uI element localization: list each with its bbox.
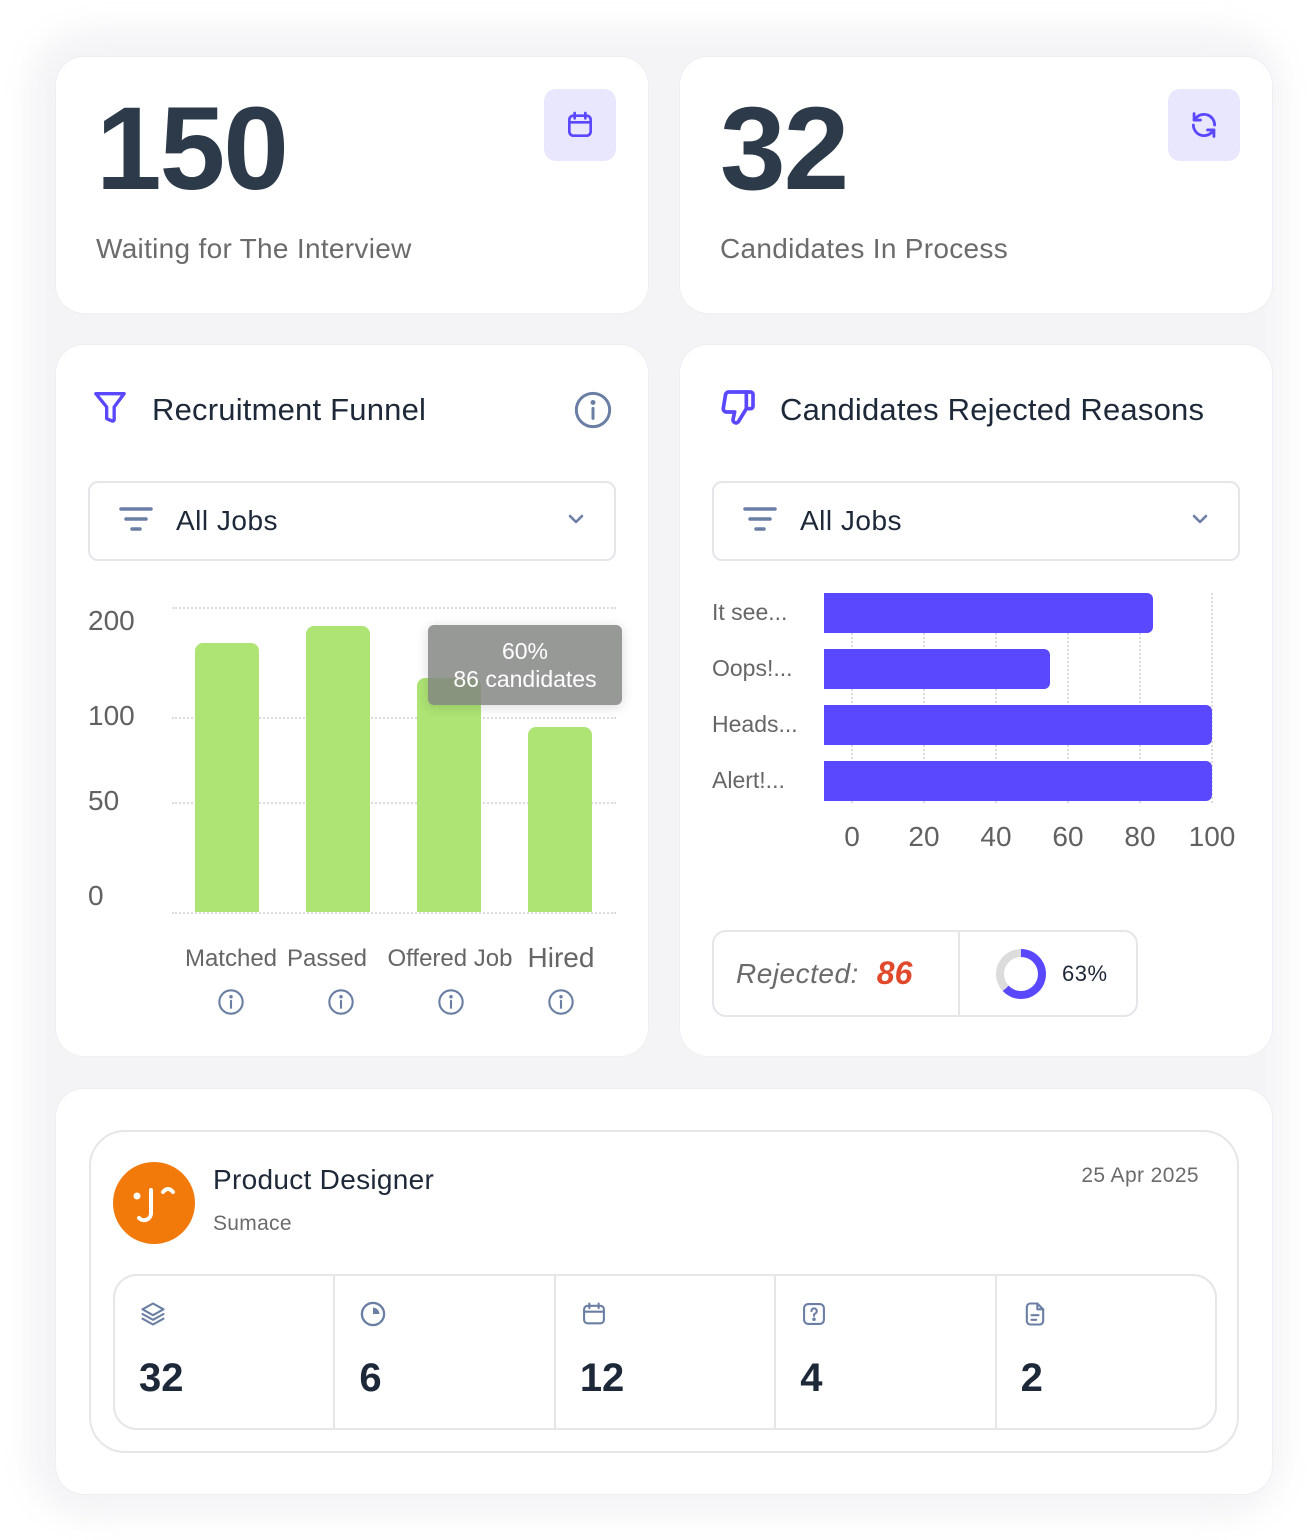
gridline (1139, 593, 1141, 803)
metric-questions[interactable]: 4 (776, 1276, 997, 1428)
x-tick: 100 (1188, 821, 1236, 852)
gridline (851, 593, 853, 803)
card-header: Candidates Rejected Reasons (718, 387, 1204, 432)
x-label: Offered Job (387, 945, 513, 972)
rejected-value: 86 (876, 955, 913, 991)
info-icon[interactable] (327, 988, 355, 1016)
card-title: Candidates Rejected Reasons (780, 391, 1205, 427)
filter-lines-icon (742, 505, 778, 538)
stat-label: Candidates In Process (720, 233, 1009, 264)
stat-card-in-process: 32 Candidates In Process (680, 57, 1272, 313)
info-icon[interactable] (547, 988, 575, 1016)
calendar-icon (580, 1300, 608, 1328)
rejected-bar[interactable] (824, 593, 1153, 633)
metric-value: 32 (139, 1356, 184, 1400)
stat-value: 32 (720, 83, 849, 215)
y-tick: 0 (88, 880, 104, 911)
jobs-filter-select[interactable]: All Jobs (88, 481, 616, 561)
jobs-filter-select[interactable]: All Jobs (712, 481, 1240, 561)
gridline (172, 912, 616, 914)
metric-value: 2 (1020, 1356, 1043, 1400)
x-tick: 60 (1052, 821, 1084, 852)
x-label: Matched (184, 945, 278, 972)
rejected-bar[interactable] (824, 705, 1212, 745)
company-logo (113, 1162, 195, 1244)
chevron-down-icon (566, 512, 586, 531)
percent-value: 63% (1062, 960, 1108, 986)
funnel-bar-matched[interactable] (195, 643, 259, 912)
gridline (172, 802, 616, 804)
rejected-bar[interactable] (824, 761, 1212, 801)
info-icon[interactable] (572, 389, 614, 431)
select-value: All Jobs (800, 505, 903, 536)
stat-value: 150 (96, 83, 289, 215)
stat-card-waiting-interview: 150 Waiting for The Interview (56, 57, 648, 313)
gridline (172, 717, 616, 719)
y-label: It see... (712, 599, 788, 625)
document-icon (1021, 1300, 1049, 1328)
x-tick: 0 (844, 821, 860, 852)
chart-tooltip: 60% 86 candidates (428, 625, 622, 705)
y-label: Heads... (712, 711, 798, 737)
metric-layers[interactable]: 32 (115, 1276, 336, 1428)
thumbs-down-icon (718, 387, 758, 432)
donut-progress-icon (996, 948, 1046, 999)
x-label: Passed (286, 945, 368, 972)
info-icon[interactable] (217, 988, 245, 1016)
layers-icon (139, 1300, 167, 1328)
stat-label: Waiting for The Interview (96, 233, 412, 264)
info-icon[interactable] (437, 988, 465, 1016)
x-tick: 20 (908, 821, 940, 852)
metric-value: 12 (579, 1356, 625, 1400)
y-tick: 50 (88, 785, 120, 816)
chevron-down-icon (1190, 512, 1210, 531)
calendar-icon (544, 89, 616, 161)
x-tick: 80 (1124, 821, 1156, 852)
funnel-bar-hired[interactable] (528, 727, 592, 912)
y-tick: 100 (88, 700, 135, 731)
funnel-bar-offered[interactable] (417, 678, 481, 912)
y-tick: 200 (88, 605, 135, 636)
clock-icon (359, 1300, 387, 1328)
gridline (1067, 593, 1069, 803)
rejected-summary: Rejected: 86 63% (712, 930, 1138, 1017)
gridline (923, 593, 925, 803)
select-value: All Jobs (176, 505, 279, 536)
job-title: Product Designer (213, 1164, 435, 1195)
rejected-count: Rejected: 86 (714, 932, 960, 1015)
tooltip-percent: 60% (501, 638, 549, 664)
gridline (995, 593, 997, 803)
metric-clock[interactable]: 6 (335, 1276, 556, 1428)
company-name: Sumace (213, 1212, 292, 1235)
funnel-chart: 200 100 50 0 60% 86 candidates Matched P… (56, 345, 648, 1056)
gridline (1211, 593, 1213, 803)
funnel-bar-passed[interactable] (306, 626, 370, 912)
rejected-reasons-card: Candidates Rejected Reasons All Jobs It … (680, 345, 1272, 1056)
rejected-percent: 63% (960, 932, 1136, 1015)
metric-calendar[interactable]: 12 (556, 1276, 777, 1428)
filter-lines-icon (118, 505, 154, 538)
x-tick: 40 (980, 821, 1012, 852)
card-header: Recruitment Funnel (90, 387, 426, 432)
metric-value: 6 (359, 1356, 382, 1400)
job-summary-card: Product Designer Sumace 25 Apr 2025 32 6 (56, 1089, 1272, 1494)
job-metrics: 32 6 12 (113, 1274, 1217, 1430)
question-icon (800, 1300, 828, 1328)
gridline (172, 607, 616, 609)
rejected-label: Rejected: (736, 957, 859, 989)
recruitment-funnel-card: Recruitment Funnel All Jobs 200 100 50 0 (56, 345, 648, 1056)
job-date: 25 Apr 2025 (1081, 1164, 1199, 1187)
metric-documents[interactable]: 2 (997, 1276, 1215, 1428)
refresh-icon (1168, 89, 1240, 161)
y-label: Oops!... (712, 655, 793, 681)
y-label: Alert!... (712, 767, 785, 793)
card-title: Recruitment Funnel (152, 391, 427, 427)
tooltip-count: 86 candidates (453, 666, 597, 692)
metric-value: 4 (800, 1356, 823, 1400)
x-label: Hired (527, 942, 595, 973)
job-card[interactable]: Product Designer Sumace 25 Apr 2025 32 6 (89, 1130, 1239, 1453)
funnel-icon (90, 387, 130, 432)
rejected-bar[interactable] (824, 649, 1050, 689)
